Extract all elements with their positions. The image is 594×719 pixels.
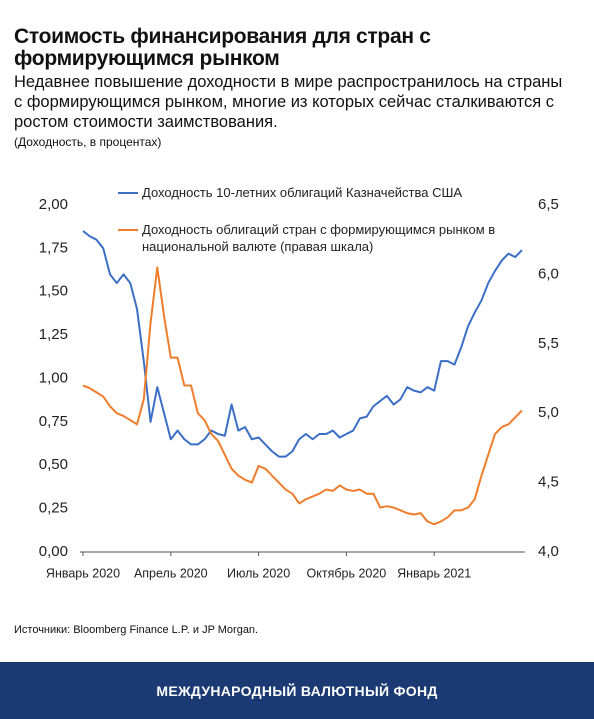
x-tick-label: Апрель 2020 bbox=[134, 566, 208, 580]
y-tick-label: 1,50 bbox=[39, 283, 68, 300]
y2-tick-label: 4,0 bbox=[538, 543, 559, 560]
y-tick-label: 0,50 bbox=[39, 456, 68, 473]
y-tick-label: 1,75 bbox=[39, 239, 68, 256]
x-tick-label: Июль 2020 bbox=[227, 566, 290, 580]
y2-tick-label: 5,0 bbox=[538, 404, 559, 421]
y2-tick-label: 6,0 bbox=[538, 265, 559, 282]
footer: МЕЖДУНАРОДНЫЙ ВАЛЮТНЫЙ ФОНД bbox=[0, 662, 594, 719]
y-tick-label: 2,00 bbox=[39, 196, 68, 213]
subtitle: Недавнее повышение доходности в мире рас… bbox=[14, 73, 563, 131]
chart-title: Стоимость финансирования для стран с фор… bbox=[14, 25, 431, 70]
y-tick-label: 0,75 bbox=[39, 413, 68, 430]
y-tick-label: 1,25 bbox=[39, 326, 68, 343]
x-tick-label: Январь 2021 bbox=[397, 566, 471, 580]
source: Источники: Bloomberg Finance L.P. и JP M… bbox=[14, 624, 259, 636]
legend-label: Доходность 10-летних облигаций Казначейс… bbox=[142, 185, 463, 200]
series-line bbox=[82, 230, 523, 458]
y2-tick-label: 4,5 bbox=[538, 474, 559, 491]
series-line bbox=[82, 266, 523, 526]
x-tick-label: Октябрь 2020 bbox=[307, 566, 387, 580]
y2-tick-label: 6,5 bbox=[538, 196, 559, 213]
legend-label: Доходность облигаций стран с формирующим… bbox=[142, 222, 496, 254]
units-note: (Доходность, в процентах) bbox=[14, 135, 162, 149]
y-tick-label: 0,00 bbox=[39, 543, 68, 560]
y-tick-label: 1,00 bbox=[39, 369, 68, 386]
chart: 0,00 0,25 0,50 0,75 1,00 1,25 1,50 1,75 2,00 4,0 4… bbox=[39, 192, 559, 580]
x-tick-label: Январь 2020 bbox=[46, 566, 120, 580]
y2-tick-label: 5,5 bbox=[538, 335, 559, 352]
y-tick-label: 0,25 bbox=[39, 500, 68, 517]
